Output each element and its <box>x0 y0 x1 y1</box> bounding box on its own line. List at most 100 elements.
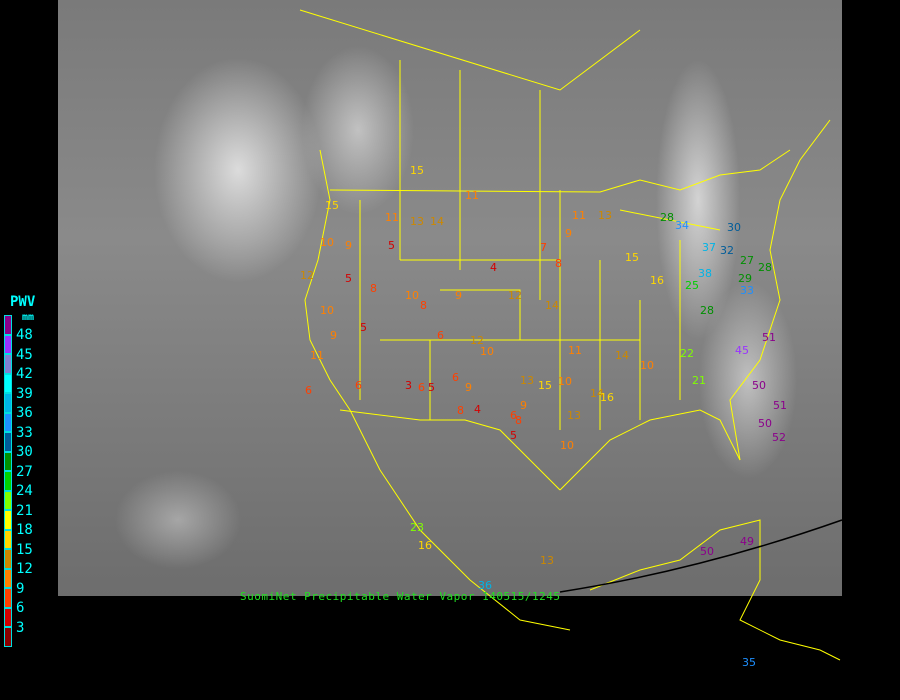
legend-swatch <box>4 607 12 627</box>
west-coast <box>304 149 571 631</box>
legend-label: 36 <box>16 405 33 421</box>
legend-label: 18 <box>16 522 33 538</box>
legend-label: 24 <box>16 483 33 499</box>
station-pwv-value: 9 <box>520 399 527 412</box>
legend-swatch <box>4 568 12 588</box>
station-pwv-value: 11 <box>568 344 582 357</box>
station-pwv-value: 29 <box>738 272 752 285</box>
station-pwv-value: 50 <box>758 417 772 430</box>
legend-swatch <box>4 315 12 335</box>
map-caption: SuomiNet Precipitable Water Vapor 140515… <box>240 590 561 603</box>
us-canada-border <box>329 149 791 193</box>
station-pwv-value: 6 <box>418 381 425 394</box>
legend-swatch <box>4 490 12 510</box>
station-pwv-value: 14 <box>590 387 604 400</box>
station-pwv-value: 37 <box>702 241 716 254</box>
station-pwv-value: 21 <box>692 374 706 387</box>
legend-swatch <box>4 373 12 393</box>
legend-swatch <box>4 393 12 413</box>
legend-label: 6 <box>16 600 25 616</box>
legend-label: 3 <box>16 619 25 636</box>
station-pwv-value: 13 <box>540 554 554 567</box>
legend-unit: mm <box>22 312 35 323</box>
legend-swatch <box>4 471 12 491</box>
station-pwv-value: 50 <box>700 545 714 558</box>
legend-swatch <box>4 451 12 471</box>
legend-swatch <box>4 529 12 549</box>
station-pwv-value: 9 <box>345 239 352 252</box>
station-pwv-value: 6 <box>510 409 517 422</box>
station-pwv-value: 52 <box>772 431 786 444</box>
satellite-image <box>58 0 842 596</box>
station-pwv-value: 13 <box>598 209 612 222</box>
legend-label: 48 <box>16 327 33 343</box>
station-pwv-value: 30 <box>727 221 741 234</box>
station-pwv-value: 10 <box>558 375 572 388</box>
station-pwv-value: 13 <box>567 409 581 422</box>
gulf-coast <box>559 409 741 491</box>
station-pwv-value: 7 <box>540 241 547 254</box>
station-pwv-value: 5 <box>428 381 435 394</box>
legend-swatch <box>4 627 12 647</box>
legend-label: 39 <box>16 385 33 402</box>
station-pwv-value: 12 <box>470 334 484 347</box>
station-pwv-value: 15 <box>538 379 552 392</box>
legend-label: 21 <box>16 502 33 519</box>
station-pwv-value: 10 <box>405 289 419 302</box>
station-pwv-value: 16 <box>600 391 614 404</box>
station-pwv-value: 25 <box>685 279 699 292</box>
station-pwv-value: 10 <box>320 304 334 317</box>
station-pwv-value: 32 <box>720 244 734 257</box>
station-pwv-value: 13 <box>410 215 424 228</box>
station-pwv-value: 16 <box>418 539 432 552</box>
station-pwv-value: 10 <box>560 439 574 452</box>
station-pwv-value: 6 <box>305 384 312 397</box>
station-pwv-value: 4 <box>490 261 497 274</box>
station-pwv-value: 5 <box>345 272 352 285</box>
station-pwv-value: 15 <box>325 199 339 212</box>
legend-swatch <box>4 432 12 452</box>
station-pwv-value: 15 <box>410 164 424 177</box>
station-pwv-value: 13 <box>520 374 534 387</box>
legend-label: 45 <box>16 346 33 363</box>
station-pwv-value: 8 <box>370 282 377 295</box>
station-pwv-value: 6 <box>452 371 459 384</box>
station-pwv-value: 9 <box>455 289 462 302</box>
mexico-south <box>589 519 841 661</box>
station-pwv-value: 51 <box>762 331 776 344</box>
station-pwv-value: 4 <box>474 403 481 416</box>
legend-swatch <box>4 334 12 354</box>
station-pwv-value: 28 <box>660 211 674 224</box>
legend-swatch <box>4 549 12 569</box>
station-pwv-value: 15 <box>625 251 639 264</box>
station-pwv-value: 9 <box>565 227 572 240</box>
station-pwv-value: 51 <box>773 399 787 412</box>
legend-label: 15 <box>16 541 33 558</box>
legend-label: 33 <box>16 424 33 441</box>
station-pwv-value: 8 <box>457 404 464 417</box>
station-pwv-value: 12 <box>508 289 522 302</box>
station-pwv-value: 9 <box>330 329 337 342</box>
legend-swatch <box>4 412 12 432</box>
station-pwv-value: 10 <box>640 359 654 372</box>
state-lines <box>299 9 721 430</box>
station-pwv-value: 36 <box>478 579 492 592</box>
station-pwv-value: 34 <box>675 219 689 232</box>
station-pwv-value: 9 <box>465 381 472 394</box>
station-pwv-value: 8 <box>420 299 427 312</box>
station-pwv-value: 10 <box>320 236 334 249</box>
station-pwv-value: 50 <box>752 379 766 392</box>
station-pwv-value: 11 <box>385 211 399 224</box>
station-pwv-value: 8 <box>555 257 562 270</box>
station-pwv-value: 10 <box>480 345 494 358</box>
station-pwv-value: 28 <box>758 261 772 274</box>
station-pwv-value: 28 <box>700 304 714 317</box>
station-pwv-value: 5 <box>510 429 517 442</box>
station-pwv-value: 45 <box>735 344 749 357</box>
terminator-line <box>559 519 843 593</box>
station-pwv-value: 14 <box>545 299 559 312</box>
legend-swatch <box>4 510 12 530</box>
station-pwv-value: 22 <box>680 347 694 360</box>
station-pwv-value: 23 <box>410 521 424 534</box>
